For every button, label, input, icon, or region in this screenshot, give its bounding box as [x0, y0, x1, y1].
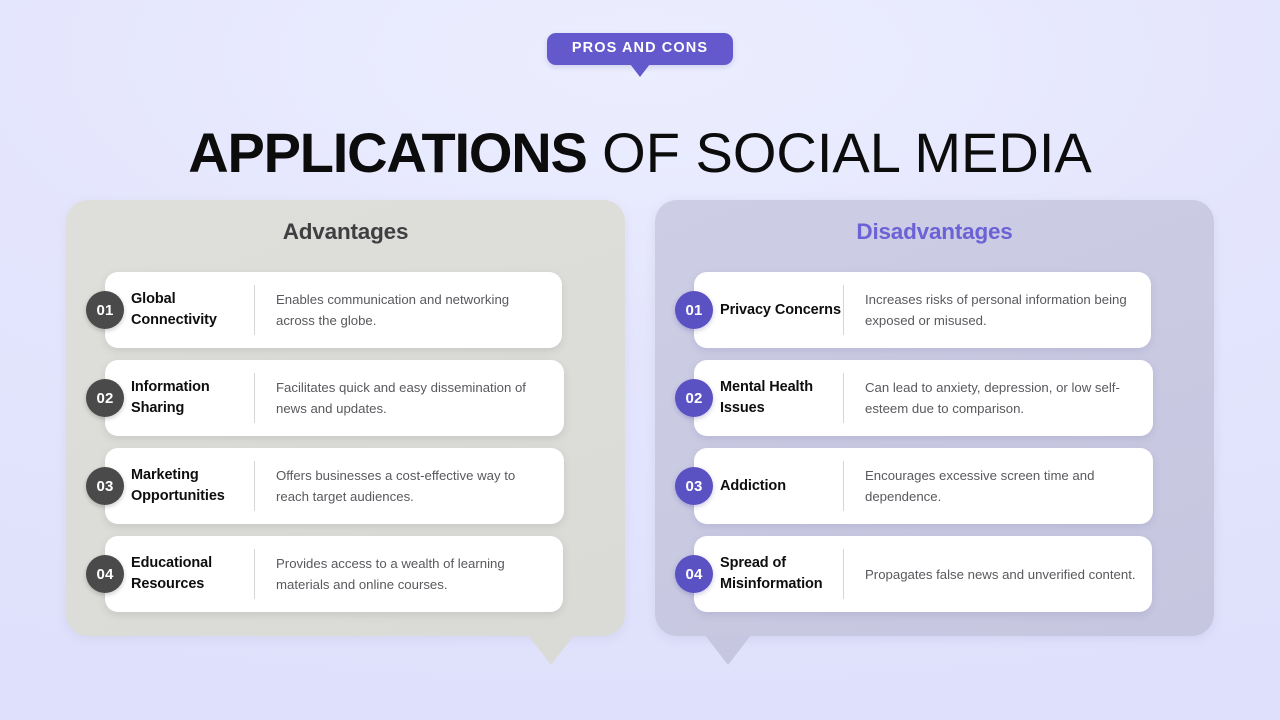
item-number-badge: 03: [86, 467, 124, 505]
disadvantages-list: 01 Privacy Concerns Increases risks of p…: [655, 272, 1214, 624]
item-card[interactable]: Mental Health Issues Can lead to anxiety…: [694, 360, 1153, 436]
panel-disadvantages: Disadvantages 01 Privacy Concerns Increa…: [655, 200, 1214, 665]
item-card[interactable]: Information Sharing Facilitates quick an…: [105, 360, 564, 436]
item-number-badge: 04: [675, 555, 713, 593]
item-divider: [843, 285, 844, 335]
item-title: Educational Resources: [131, 555, 213, 592]
advantages-list: 01 Global Connectivity Enables communica…: [66, 272, 625, 624]
title-bold-part: APPLICATIONS: [188, 120, 588, 184]
page-title: APPLICATIONS OF SOCIAL MEDIA: [0, 120, 1280, 184]
item-divider: [843, 461, 844, 511]
item-description: Encourages excessive screen time and dep…: [865, 468, 1095, 504]
item-title: Global Connectivity: [131, 291, 217, 328]
item-number-badge: 02: [675, 379, 713, 417]
item-title: Privacy Concerns: [720, 301, 841, 318]
item-description: Enables communication and networking acr…: [276, 292, 510, 328]
item-description: Provides access to a wealth of learning …: [276, 556, 505, 592]
list-item[interactable]: 03 Addiction Encourages excessive screen…: [655, 448, 1214, 524]
item-title: Mental Health Issues: [720, 379, 813, 416]
panel-heading-advantages: Advantages: [282, 219, 409, 244]
list-item[interactable]: 02 Mental Health Issues Can lead to anxi…: [655, 360, 1214, 436]
item-card[interactable]: Educational Resources Provides access to…: [105, 536, 563, 612]
item-number-badge: 04: [86, 555, 124, 593]
panel-tail-disadvantages: [705, 635, 751, 665]
item-divider: [254, 549, 255, 599]
item-divider: [843, 373, 844, 423]
pros-and-cons-badge: PROS AND CONS: [546, 33, 734, 77]
title-light-part: OF SOCIAL MEDIA: [586, 120, 1092, 184]
badge-pointer-icon: [629, 63, 650, 77]
item-card[interactable]: Privacy Concerns Increases risks of pers…: [694, 272, 1151, 348]
item-divider: [254, 285, 255, 335]
item-divider: [254, 373, 255, 423]
item-description: Propagates false news and unverified con…: [865, 566, 1136, 582]
list-item[interactable]: 02 Information Sharing Facilitates quick…: [66, 360, 625, 436]
item-divider: [843, 549, 844, 599]
item-number-badge: 02: [86, 379, 124, 417]
list-item[interactable]: 04 Educational Resources Provides access…: [66, 536, 625, 612]
panel-advantages: Advantages 01 Global Connectivity Enable…: [66, 200, 625, 665]
item-card[interactable]: Global Connectivity Enables communicatio…: [105, 272, 562, 348]
item-number-badge: 03: [675, 467, 713, 505]
item-card[interactable]: Marketing Opportunities Offers businesse…: [105, 448, 564, 524]
item-divider: [254, 461, 255, 511]
item-description: Can lead to anxiety, depression, or low …: [865, 380, 1120, 416]
item-card[interactable]: Addiction Encourages excessive screen ti…: [694, 448, 1153, 524]
item-title: Marketing Opportunities: [131, 467, 225, 504]
panel-heading-disadvantages: Disadvantages: [856, 219, 1013, 244]
list-item[interactable]: 03 Marketing Opportunities Offers busine…: [66, 448, 625, 524]
item-description: Facilitates quick and easy dissemination…: [276, 380, 526, 416]
list-item[interactable]: 01 Global Connectivity Enables communica…: [66, 272, 625, 348]
item-number-badge: 01: [675, 291, 713, 329]
item-title: Spread of Misinformation: [720, 555, 823, 592]
item-title: Information Sharing: [131, 379, 210, 416]
item-description: Offers businesses a cost-effective way t…: [276, 468, 516, 504]
list-item[interactable]: 01 Privacy Concerns Increases risks of p…: [655, 272, 1214, 348]
panel-tail-advantages: [528, 635, 574, 665]
list-item[interactable]: 04 Spread of Misinformation Propagates f…: [655, 536, 1214, 612]
badge-label: PROS AND CONS: [571, 40, 709, 56]
badge-container: PROS AND CONS: [0, 33, 1280, 77]
item-card[interactable]: Spread of Misinformation Propagates fals…: [694, 536, 1152, 612]
item-description: Increases risks of personal information …: [865, 292, 1127, 328]
item-title: Addiction: [720, 477, 786, 494]
item-number-badge: 01: [86, 291, 124, 329]
